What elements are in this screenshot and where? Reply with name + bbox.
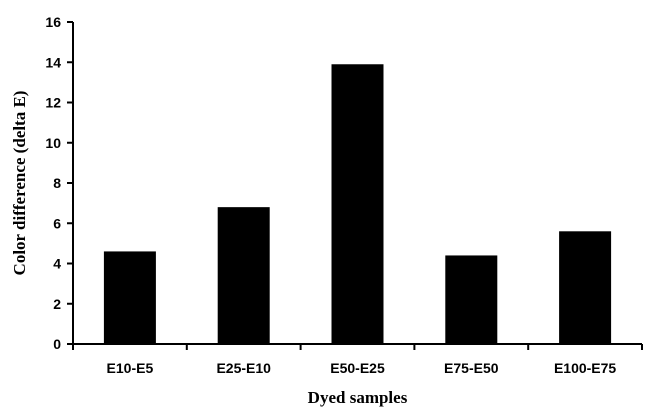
y-tick-label: 2 (53, 296, 61, 312)
bar-e50-e25 (331, 64, 384, 344)
y-tick-label: 12 (45, 95, 61, 111)
x-tick-label: E50-E25 (330, 360, 385, 376)
bar-e75-e50 (445, 255, 498, 344)
y-tick-label: 16 (45, 14, 61, 30)
x-tick-label: E10-E5 (107, 360, 154, 376)
y-tick-label: 6 (53, 215, 61, 231)
y-tick-label: 8 (53, 175, 61, 191)
x-tick-label: E25-E10 (216, 360, 271, 376)
x-tick-label: E75-E50 (444, 360, 499, 376)
y-tick-label: 14 (45, 54, 61, 70)
y-tick-label: 0 (53, 336, 61, 352)
x-axis-title: Dyed samples (308, 388, 408, 407)
x-tick-label: E100-E75 (554, 360, 616, 376)
bar-e10-e5 (103, 251, 156, 344)
x-axis-ticks: E10-E5 E25-E10 E50-E25 E75-E50 E100-E75 (72, 344, 643, 376)
y-axis-ticks: 0 2 4 6 8 10 12 14 16 (45, 14, 73, 352)
y-tick-label: 4 (53, 256, 61, 272)
bars-group (103, 64, 612, 344)
bar-e25-e10 (217, 207, 270, 344)
y-axis-title: Color difference (delta E) (10, 91, 29, 276)
y-tick-label: 10 (45, 135, 61, 151)
bar-e100-e75 (559, 231, 612, 344)
